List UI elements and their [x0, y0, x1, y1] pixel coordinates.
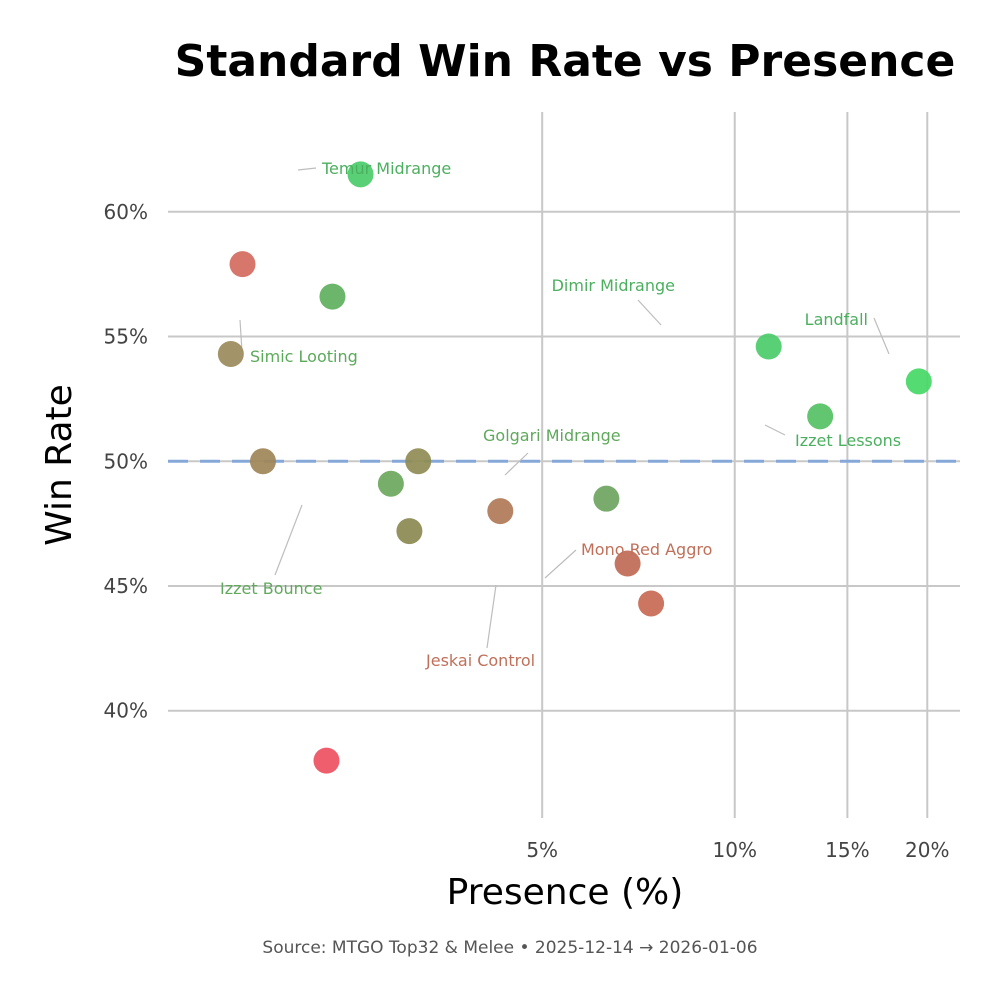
point-label: Golgari Midrange: [483, 426, 621, 445]
point-label: Temur Midrange: [321, 159, 451, 178]
chart-title: Standard Win Rate vs Presence: [175, 36, 956, 87]
point-label: Simic Looting: [250, 347, 358, 366]
label-leader-line: [274, 504, 303, 576]
data-point: [249, 448, 276, 475]
x-tick-label: 20%: [905, 838, 949, 862]
label-leader-line: [297, 167, 317, 171]
x-gridlines: [541, 112, 929, 818]
label-leader-line: [764, 424, 786, 436]
x-axis-title: Presence (%): [447, 872, 684, 913]
point-label: Landfall: [805, 310, 868, 329]
data-points: [217, 161, 932, 774]
x-tick-labels: 5% 10% 15% 20%: [526, 838, 949, 862]
data-point: [807, 403, 834, 430]
label-leader-line: [637, 299, 662, 326]
chart-caption: Source: MTGO Top32 & Melee • 2025-12-14 …: [262, 938, 757, 958]
label-leader-line: [486, 584, 497, 649]
y-tick-label: 50%: [104, 449, 148, 473]
y-axis-title: Win Rate: [39, 384, 80, 546]
data-point: [319, 283, 346, 310]
data-point: [217, 340, 244, 367]
data-point: [405, 448, 432, 475]
y-tick-label: 60%: [104, 200, 148, 224]
label-leader-line: [504, 452, 529, 476]
y-tick-labels: 40% 45% 50% 55% 60%: [104, 200, 148, 723]
label-leader-line: [544, 549, 577, 579]
data-point: [614, 550, 641, 577]
data-point: [755, 333, 782, 360]
y-tick-label: 55%: [104, 325, 148, 349]
x-tick-label: 15%: [825, 838, 869, 862]
label-leader-line: [239, 319, 243, 353]
label-leader-line: [873, 317, 890, 355]
x-tick-label: 10%: [713, 838, 757, 862]
x-tick-label: 5%: [526, 838, 558, 862]
data-point: [396, 518, 423, 545]
data-point: [229, 251, 256, 278]
point-label: Izzet Bounce: [220, 579, 322, 598]
label-leader-lines: [239, 167, 890, 649]
point-label: Jeskai Control: [425, 651, 535, 670]
y-tick-label: 45%: [104, 574, 148, 598]
data-point: [593, 485, 620, 512]
y-tick-label: 40%: [104, 699, 148, 723]
data-point: [347, 161, 374, 188]
point-labels: Temur Midrange Simic Looting Izzet Bounce G…: [220, 159, 901, 670]
data-point: [313, 747, 340, 774]
data-point: [487, 498, 514, 525]
data-point: [905, 368, 932, 395]
data-point: [638, 590, 665, 617]
data-point: [377, 470, 404, 497]
point-label: Izzet Lessons: [795, 431, 901, 450]
point-label: Mono Red Aggro: [581, 540, 712, 559]
point-label: Dimir Midrange: [552, 276, 675, 295]
